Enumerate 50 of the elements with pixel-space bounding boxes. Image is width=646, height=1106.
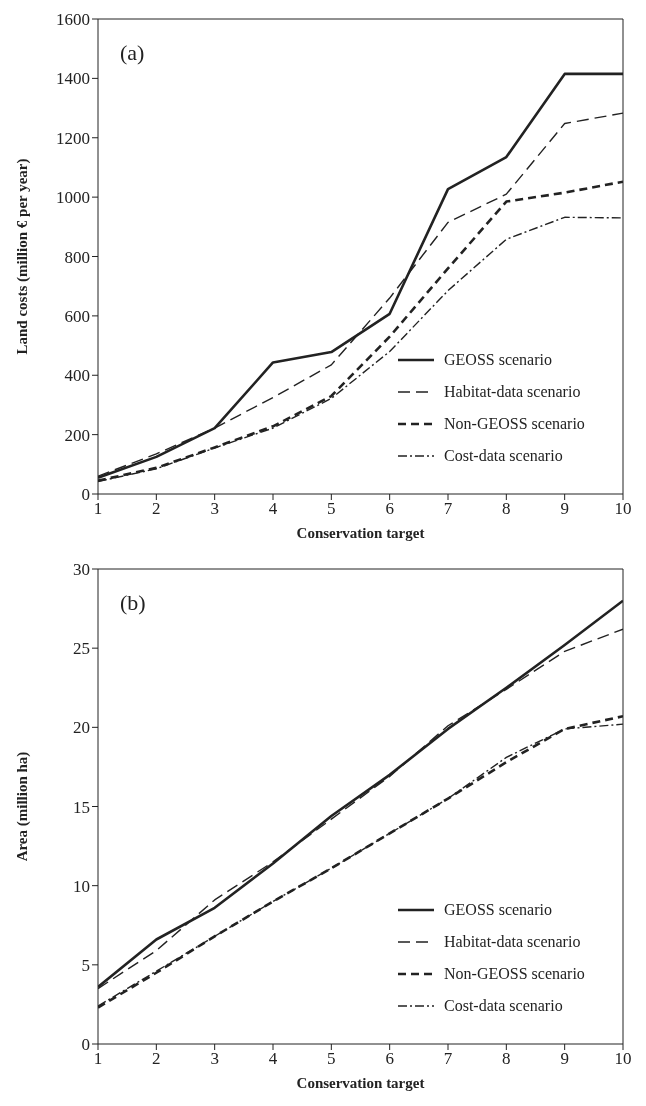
x-tick-label: 2	[152, 499, 161, 519]
y-tick-label: 1000	[56, 188, 90, 208]
x-axis-title: Conservation target	[296, 1075, 425, 1091]
y-axis-title: Area (million ha)	[14, 751, 32, 862]
legend-label: Non-GEOSS scenario	[444, 415, 585, 433]
y-tick-label: 5	[81, 955, 90, 975]
y-tick-label: 25	[73, 639, 90, 659]
legend-label: Non-GEOSS scenario	[444, 965, 585, 983]
y-tick-label: 20	[73, 718, 90, 738]
legend-label: Cost-data scenario	[444, 997, 563, 1015]
annotation: (a)	[120, 40, 145, 66]
y-tick-label: 200	[64, 425, 90, 445]
y-tick-label: 1600	[56, 10, 90, 30]
x-tick-label: 3	[210, 499, 219, 519]
y-tick-label: 0	[81, 1035, 90, 1055]
y-tick-label: 600	[64, 306, 90, 326]
x-tick-label: 1	[93, 499, 103, 519]
y-tick-label: 400	[64, 366, 90, 386]
y-tick-label: 15	[73, 797, 90, 817]
legend-label: Habitat-data scenario	[444, 933, 581, 951]
legend-label: Habitat-data scenario	[444, 383, 581, 401]
x-tick-label: 10	[614, 499, 632, 519]
y-tick-label: 0	[81, 485, 90, 505]
y-tick-label: 30	[73, 560, 90, 580]
legend-label: Cost-data scenario	[444, 447, 563, 465]
y-tick-label: 800	[64, 247, 90, 267]
x-tick-label: 1	[93, 1049, 103, 1069]
x-tick-label: 9	[560, 1049, 569, 1069]
x-tick-label: 9	[560, 499, 569, 519]
x-tick-label: 8	[502, 499, 511, 519]
x-tick-label: 8	[502, 1049, 511, 1069]
annotation: (b)	[120, 590, 146, 616]
y-axis-title: Land costs (million € per year)	[14, 158, 32, 355]
legend-label: GEOSS scenario	[444, 351, 552, 369]
x-tick-label: 7	[443, 499, 453, 519]
x-tick-label: 10	[614, 1049, 632, 1069]
x-tick-label: 7	[443, 1049, 453, 1069]
x-tick-label: 4	[268, 499, 278, 519]
x-tick-label: 2	[152, 1049, 161, 1069]
legend-label: GEOSS scenario	[444, 901, 552, 919]
x-tick-label: 6	[385, 1049, 394, 1069]
x-tick-label: 3	[210, 1049, 219, 1069]
x-tick-label: 6	[385, 499, 394, 519]
x-tick-label: 4	[268, 1049, 278, 1069]
y-tick-label: 1400	[56, 69, 90, 89]
y-tick-label: 10	[73, 876, 90, 896]
x-axis-title: Conservation target	[296, 525, 425, 541]
x-tick-label: 5	[327, 499, 336, 519]
x-tick-label: 5	[327, 1049, 336, 1069]
y-tick-label: 1200	[56, 128, 90, 148]
